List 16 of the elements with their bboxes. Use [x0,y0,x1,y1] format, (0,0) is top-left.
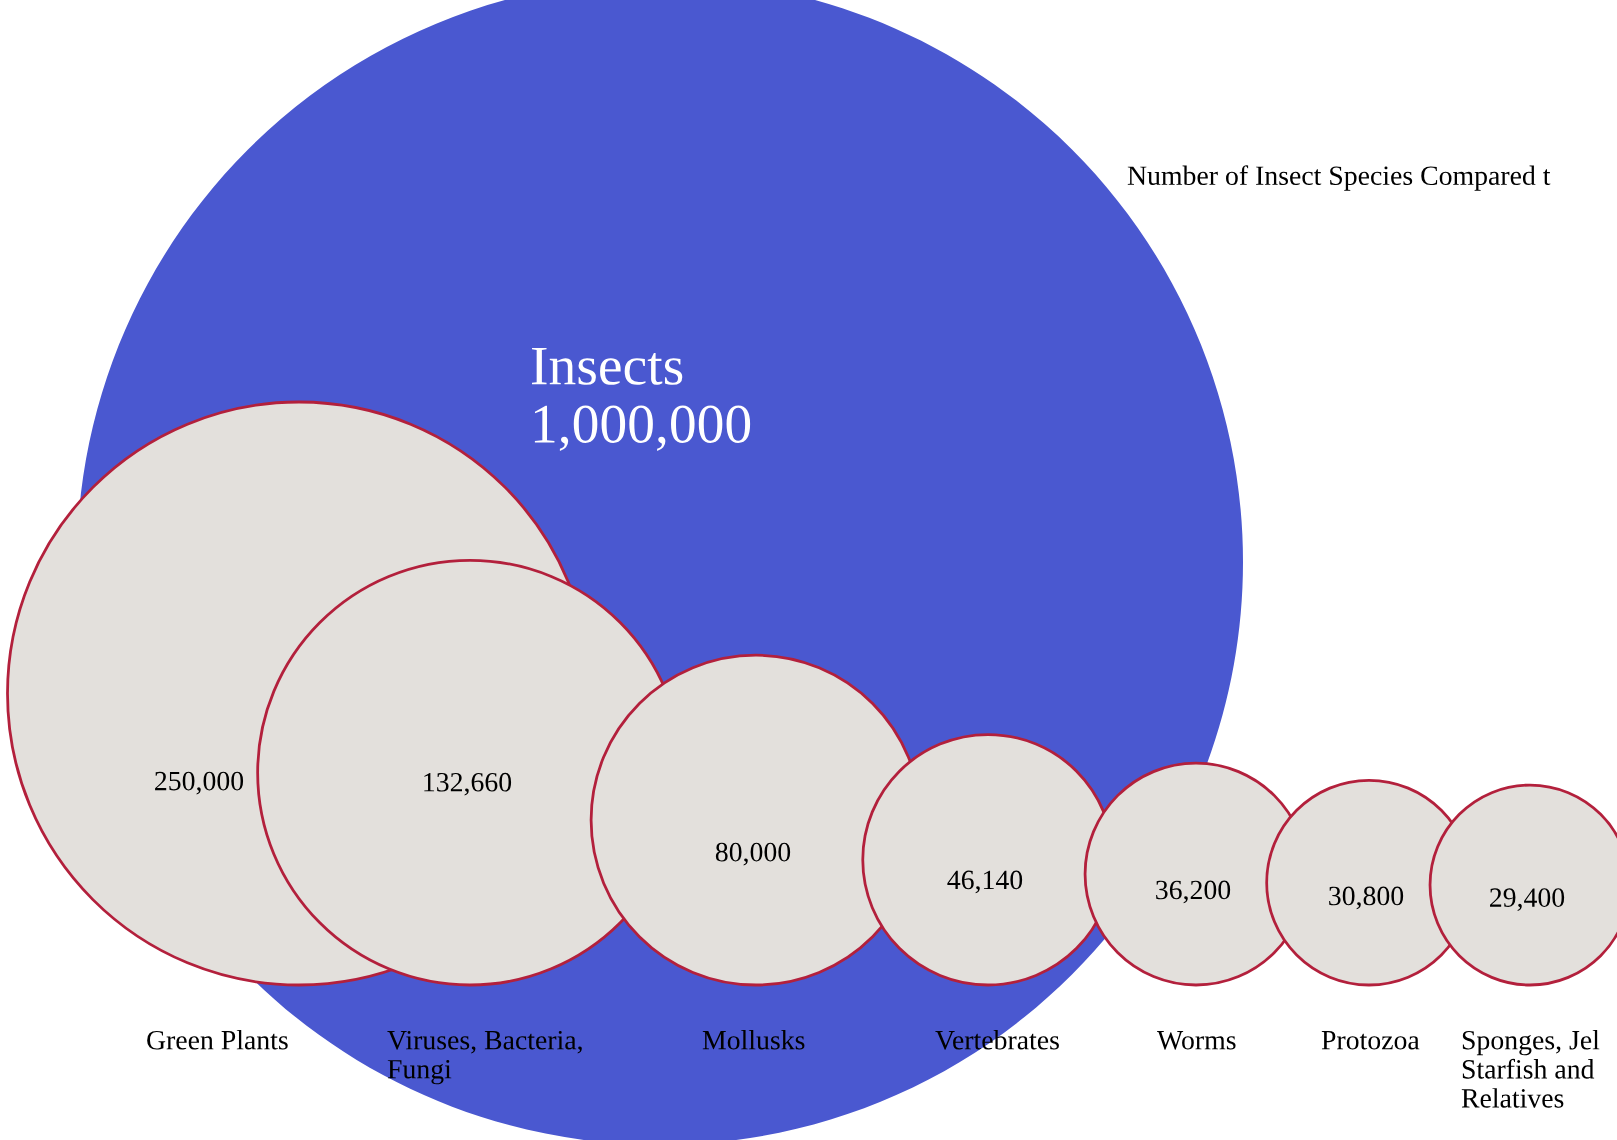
data-label: 30,800 [1329,886,1404,910]
category-label: Protozoa [1321,1031,1420,1050]
data-label: 80,000 [715,842,791,866]
category-label: Worms [1157,1031,1236,1050]
text: Number of Insect Species Compared t [1127,165,1551,191]
category-label: Mollusks [702,1030,805,1050]
category-label: Green Plants [147,1030,288,1050]
category-label: Insects [532,347,683,385]
category-label: Viruses, Bacteria, Fungi [387,1030,582,1085]
category-label: Sponges, Jel Starfish and Relatives [1461,1030,1600,1108]
data-label: 46,140 [947,870,1023,894]
data-label: 36,200 [1156,880,1231,904]
data-label: 1,000,000 [534,405,751,451]
data-label: 29,400 [1490,888,1565,911]
data-label: 132,660 [424,772,512,796]
data-label: 250,000 [155,771,244,795]
